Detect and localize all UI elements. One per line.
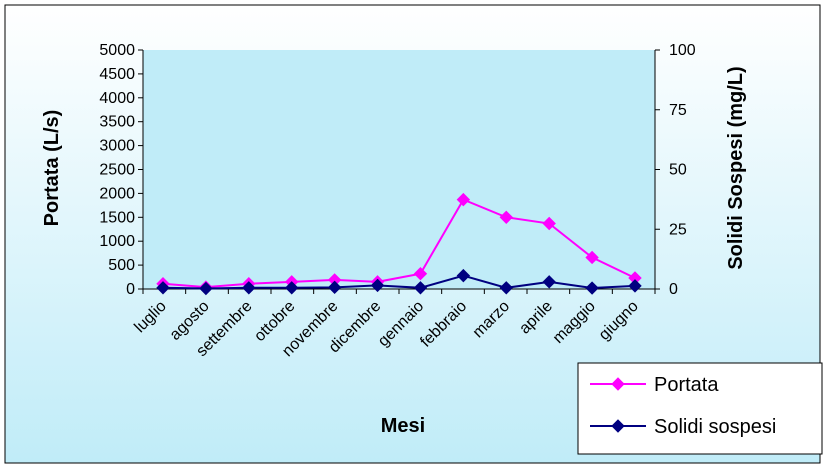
x-axis-title: Mesi — [381, 415, 425, 437]
data-point — [285, 281, 299, 295]
y-tick-label: 3500 — [99, 114, 135, 131]
data-point — [456, 268, 471, 283]
data-point — [370, 278, 385, 293]
series-layer — [156, 192, 642, 296]
data-point — [542, 216, 556, 231]
data-point — [499, 281, 513, 295]
axes: 0500100015002000250030003500400045005000… — [99, 42, 695, 360]
data-point — [585, 250, 599, 265]
y-axis-title: Portata (L/s) — [41, 110, 63, 227]
y-tick-label: 1000 — [99, 233, 135, 250]
y2-tick-label: 50 — [669, 162, 687, 179]
y-tick-label: 1500 — [99, 209, 135, 226]
y-tick-label: 3000 — [99, 138, 135, 155]
data-point — [199, 281, 213, 296]
y2-tick-label: 25 — [669, 221, 687, 238]
data-point — [585, 281, 599, 295]
legend-label: Solidi sospesi — [654, 416, 776, 438]
y2-tick-label: 75 — [669, 102, 687, 119]
y-tick-label: 500 — [108, 257, 135, 274]
legend-label: Portata — [654, 374, 719, 396]
series-line-1 — [162, 274, 636, 290]
y-tick-label: 4000 — [99, 90, 135, 107]
legend-marker — [611, 419, 625, 433]
y2-tick-label: 0 — [669, 281, 678, 298]
y-tick-label: 4500 — [99, 66, 135, 83]
data-point — [499, 210, 513, 225]
y-tick-label: 2500 — [99, 162, 135, 179]
y2-axis-title: Solidi Sospesi (mg/L) — [725, 66, 747, 269]
plot-area — [143, 50, 655, 289]
series-line-0 — [162, 198, 636, 289]
y-tick-label: 0 — [126, 281, 135, 298]
data-point — [542, 275, 556, 289]
y2-tick-label: 100 — [669, 42, 696, 59]
data-point — [242, 281, 256, 295]
data-point — [413, 266, 428, 281]
legend-marker — [611, 377, 625, 391]
data-point — [628, 279, 642, 293]
data-point — [327, 280, 342, 295]
data-point — [413, 281, 428, 295]
y-tick-label: 5000 — [99, 42, 135, 59]
data-point — [456, 192, 471, 207]
legend: Portata Solidi sospesi — [577, 362, 823, 455]
y-tick-label: 2000 — [99, 185, 135, 202]
data-point — [156, 281, 170, 295]
